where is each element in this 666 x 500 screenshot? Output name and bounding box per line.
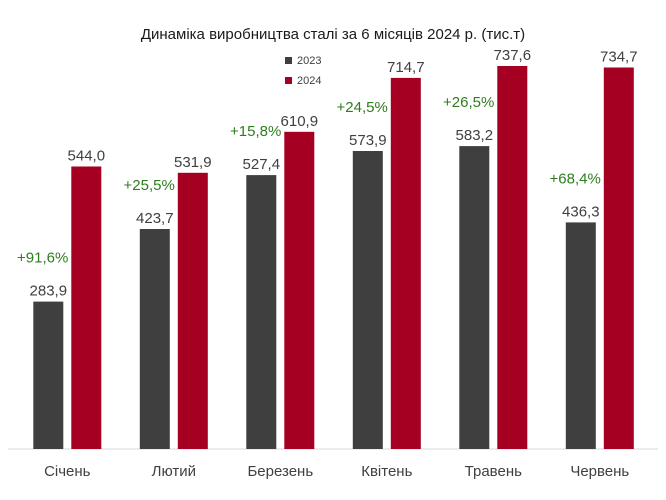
category-label-0: Січень [44,463,91,480]
value-label-2023-1: 423,7 [136,210,174,227]
value-label-2023-0: 283,9 [30,283,68,300]
value-label-2023-5: 436,3 [562,203,600,220]
value-label-2023-3: 573,9 [349,132,387,149]
legend-label-2024: 2024 [297,75,321,87]
bar-2024-4 [497,66,528,449]
pct-change-label-5: +68,4% [550,170,601,187]
pct-change-label-4: +26,5% [443,94,494,111]
bar-2024-0 [71,166,102,449]
category-label-3: Квітень [361,463,412,480]
value-label-2023-2: 527,4 [243,156,281,173]
category-label-5: Червень [570,463,629,480]
value-label-2024-3: 714,7 [387,59,425,76]
pct-change-label-1: +25,5% [124,177,175,194]
bar-2023-0 [33,301,64,449]
bar-2024-3 [390,77,421,450]
value-label-2024-0: 544,0 [68,148,106,165]
bar-2024-2 [284,131,315,450]
value-label-2024-1: 531,9 [174,154,212,171]
bar-2023-3 [352,151,383,449]
pct-change-label-2: +15,8% [230,123,281,140]
value-label-2024-5: 734,7 [600,49,638,66]
bar-2024-5 [603,67,634,449]
legend: 2023 2024 [285,55,321,87]
value-label-2023-4: 583,2 [456,127,494,144]
category-label-2: Березень [247,463,313,480]
bar-2024-1 [177,172,208,450]
legend-swatch-2024 [285,77,292,84]
category-label-4: Травень [465,463,522,480]
category-label-1: Лютий [152,463,196,480]
bar-2023-2 [246,175,277,449]
legend-label-2023: 2023 [297,55,321,67]
chart-title: Динаміка виробництва сталі за 6 місяців … [141,26,525,43]
bars-group [33,66,634,450]
value-label-2024-4: 737,6 [494,47,532,64]
bar-2023-5 [565,222,596,449]
bar-2023-4 [459,146,490,449]
pct-change-label-0: +91,6% [17,250,68,267]
labels-group: 283,9 544,0 +91,6% Січень 423,7 531,9 +25,5% Лю… [17,47,638,480]
pct-change-label-3: +24,5% [337,99,388,116]
value-label-2024-2: 610,9 [281,113,319,130]
bar-2023-1 [139,229,170,449]
legend-swatch-2023 [285,57,292,64]
